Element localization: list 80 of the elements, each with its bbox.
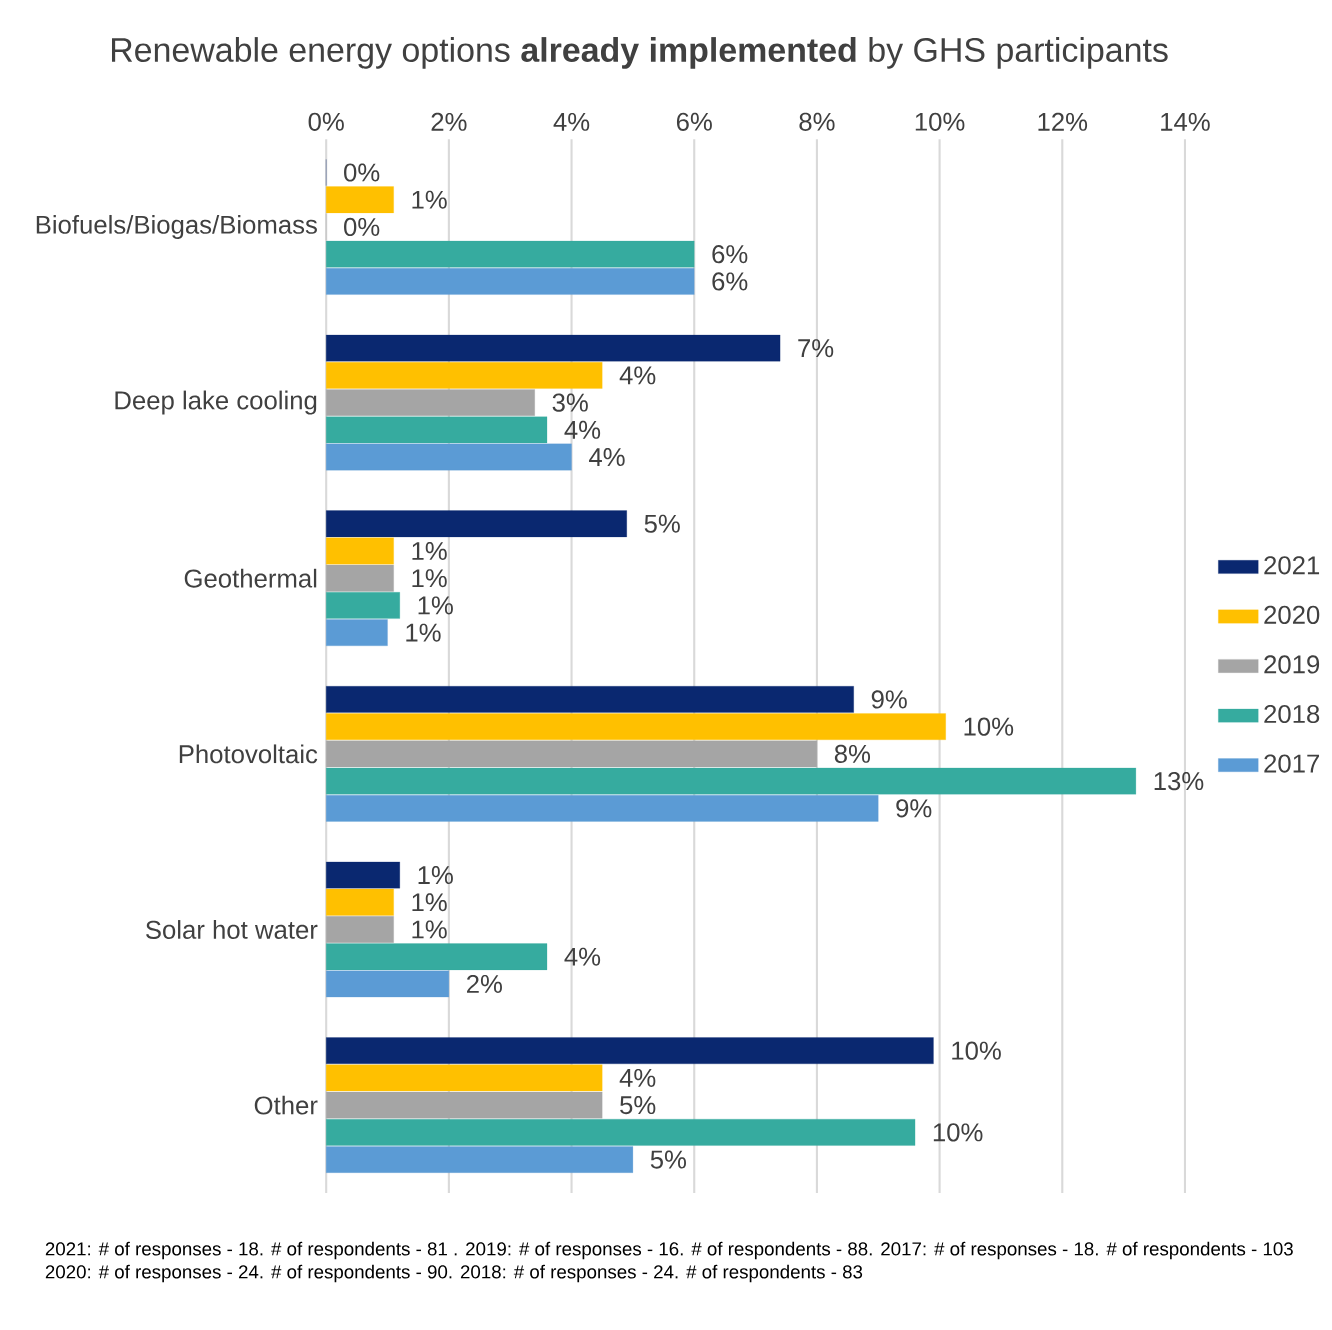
x-tick-label: 6% — [676, 112, 712, 131]
bar — [326, 268, 695, 295]
bar — [326, 241, 695, 268]
bar — [326, 416, 548, 444]
data-label: 4% — [619, 366, 656, 385]
y-tick-label: Geothermal — [184, 568, 317, 588]
bar — [326, 510, 627, 538]
data-label: 0% — [344, 163, 380, 182]
data-label: 6% — [712, 245, 748, 264]
bar — [326, 592, 400, 619]
data-label: 2% — [467, 975, 502, 994]
bar — [326, 943, 548, 971]
bar — [326, 1146, 634, 1173]
bar — [326, 334, 781, 362]
text: 2021: # of responses - 18. # of respondents - 81 . 2019: # of responses - 16. # of respondents - 88. 2017: # of responses - 18. # of respondents - 103 — [45, 1241, 1293, 1260]
data-label: 10% — [952, 1041, 1001, 1060]
data-label: 1% — [412, 190, 447, 209]
bar — [326, 686, 854, 713]
data-label: 13% — [1154, 772, 1204, 791]
bar — [326, 1064, 603, 1092]
y-tick-label: Solar hot water — [146, 920, 318, 940]
bar — [326, 970, 449, 998]
x-tick-label: 4% — [553, 113, 590, 131]
x-tick-label: 0% — [308, 112, 344, 131]
data-label: 4% — [588, 448, 625, 467]
bar — [326, 619, 388, 647]
legend-label: 2018 — [1264, 705, 1320, 724]
data-label: 1% — [412, 920, 447, 939]
legend-label: 2019 — [1264, 655, 1320, 674]
data-label: 9% — [871, 690, 907, 709]
y-tick-label: Other — [254, 1095, 318, 1115]
bar — [326, 767, 1136, 795]
data-label: 9% — [896, 799, 932, 818]
bar — [326, 795, 879, 822]
y-tick-label: Biofuels/Biogas/Biomass — [36, 215, 317, 240]
bar — [326, 713, 946, 741]
x-tick-label: 10% — [915, 112, 965, 131]
bar — [326, 389, 535, 417]
data-label: 8% — [834, 744, 871, 764]
data-label: 10% — [933, 1123, 983, 1142]
bar — [326, 537, 394, 565]
data-label: 3% — [552, 393, 588, 412]
bar — [326, 362, 603, 389]
data-label: 1% — [406, 623, 441, 642]
data-label: 4% — [564, 420, 601, 439]
data-label: 1% — [412, 893, 447, 912]
x-tick-label: 2% — [431, 112, 467, 131]
data-label: 1% — [412, 569, 447, 588]
x-tick-label: 14% — [1161, 113, 1210, 131]
data-label: 0% — [344, 218, 380, 237]
legend-label: 2021 — [1264, 556, 1320, 575]
data-label: 1% — [412, 542, 447, 561]
y-tick-label: Deep lake cooling — [115, 390, 317, 415]
data-label: 1% — [418, 866, 453, 885]
bar — [326, 861, 400, 889]
bar — [326, 889, 394, 916]
x-tick-label: 12% — [1038, 112, 1088, 131]
y-tick-label: Photovoltaic — [179, 744, 318, 764]
bar — [326, 1091, 603, 1119]
data-label: 5% — [644, 514, 680, 533]
bar — [326, 1037, 934, 1065]
legend-label: 2020 — [1264, 605, 1320, 625]
data-label: 7% — [798, 339, 834, 358]
bar — [326, 1119, 916, 1146]
text: 2020: # of responses - 24. # of respondents - 90. 2018: # of responses - 24. # of respondents - 83 — [45, 1264, 863, 1283]
x-tick-label: 8% — [799, 112, 835, 131]
data-label: 6% — [712, 272, 748, 291]
data-label: 5% — [620, 1096, 656, 1115]
data-label: 4% — [619, 1069, 656, 1088]
bar — [326, 443, 572, 471]
bar — [326, 740, 818, 768]
chart-title: Renewable energy options already implemented by GHS participants — [111, 37, 1168, 69]
data-label: 1% — [418, 596, 453, 615]
data-label: 10% — [964, 717, 1014, 736]
data-label: 5% — [650, 1150, 686, 1169]
data-label: 4% — [564, 947, 601, 966]
legend-label: 2017 — [1264, 754, 1320, 773]
bar — [326, 916, 394, 943]
bar — [326, 565, 394, 592]
bar — [326, 186, 394, 214]
